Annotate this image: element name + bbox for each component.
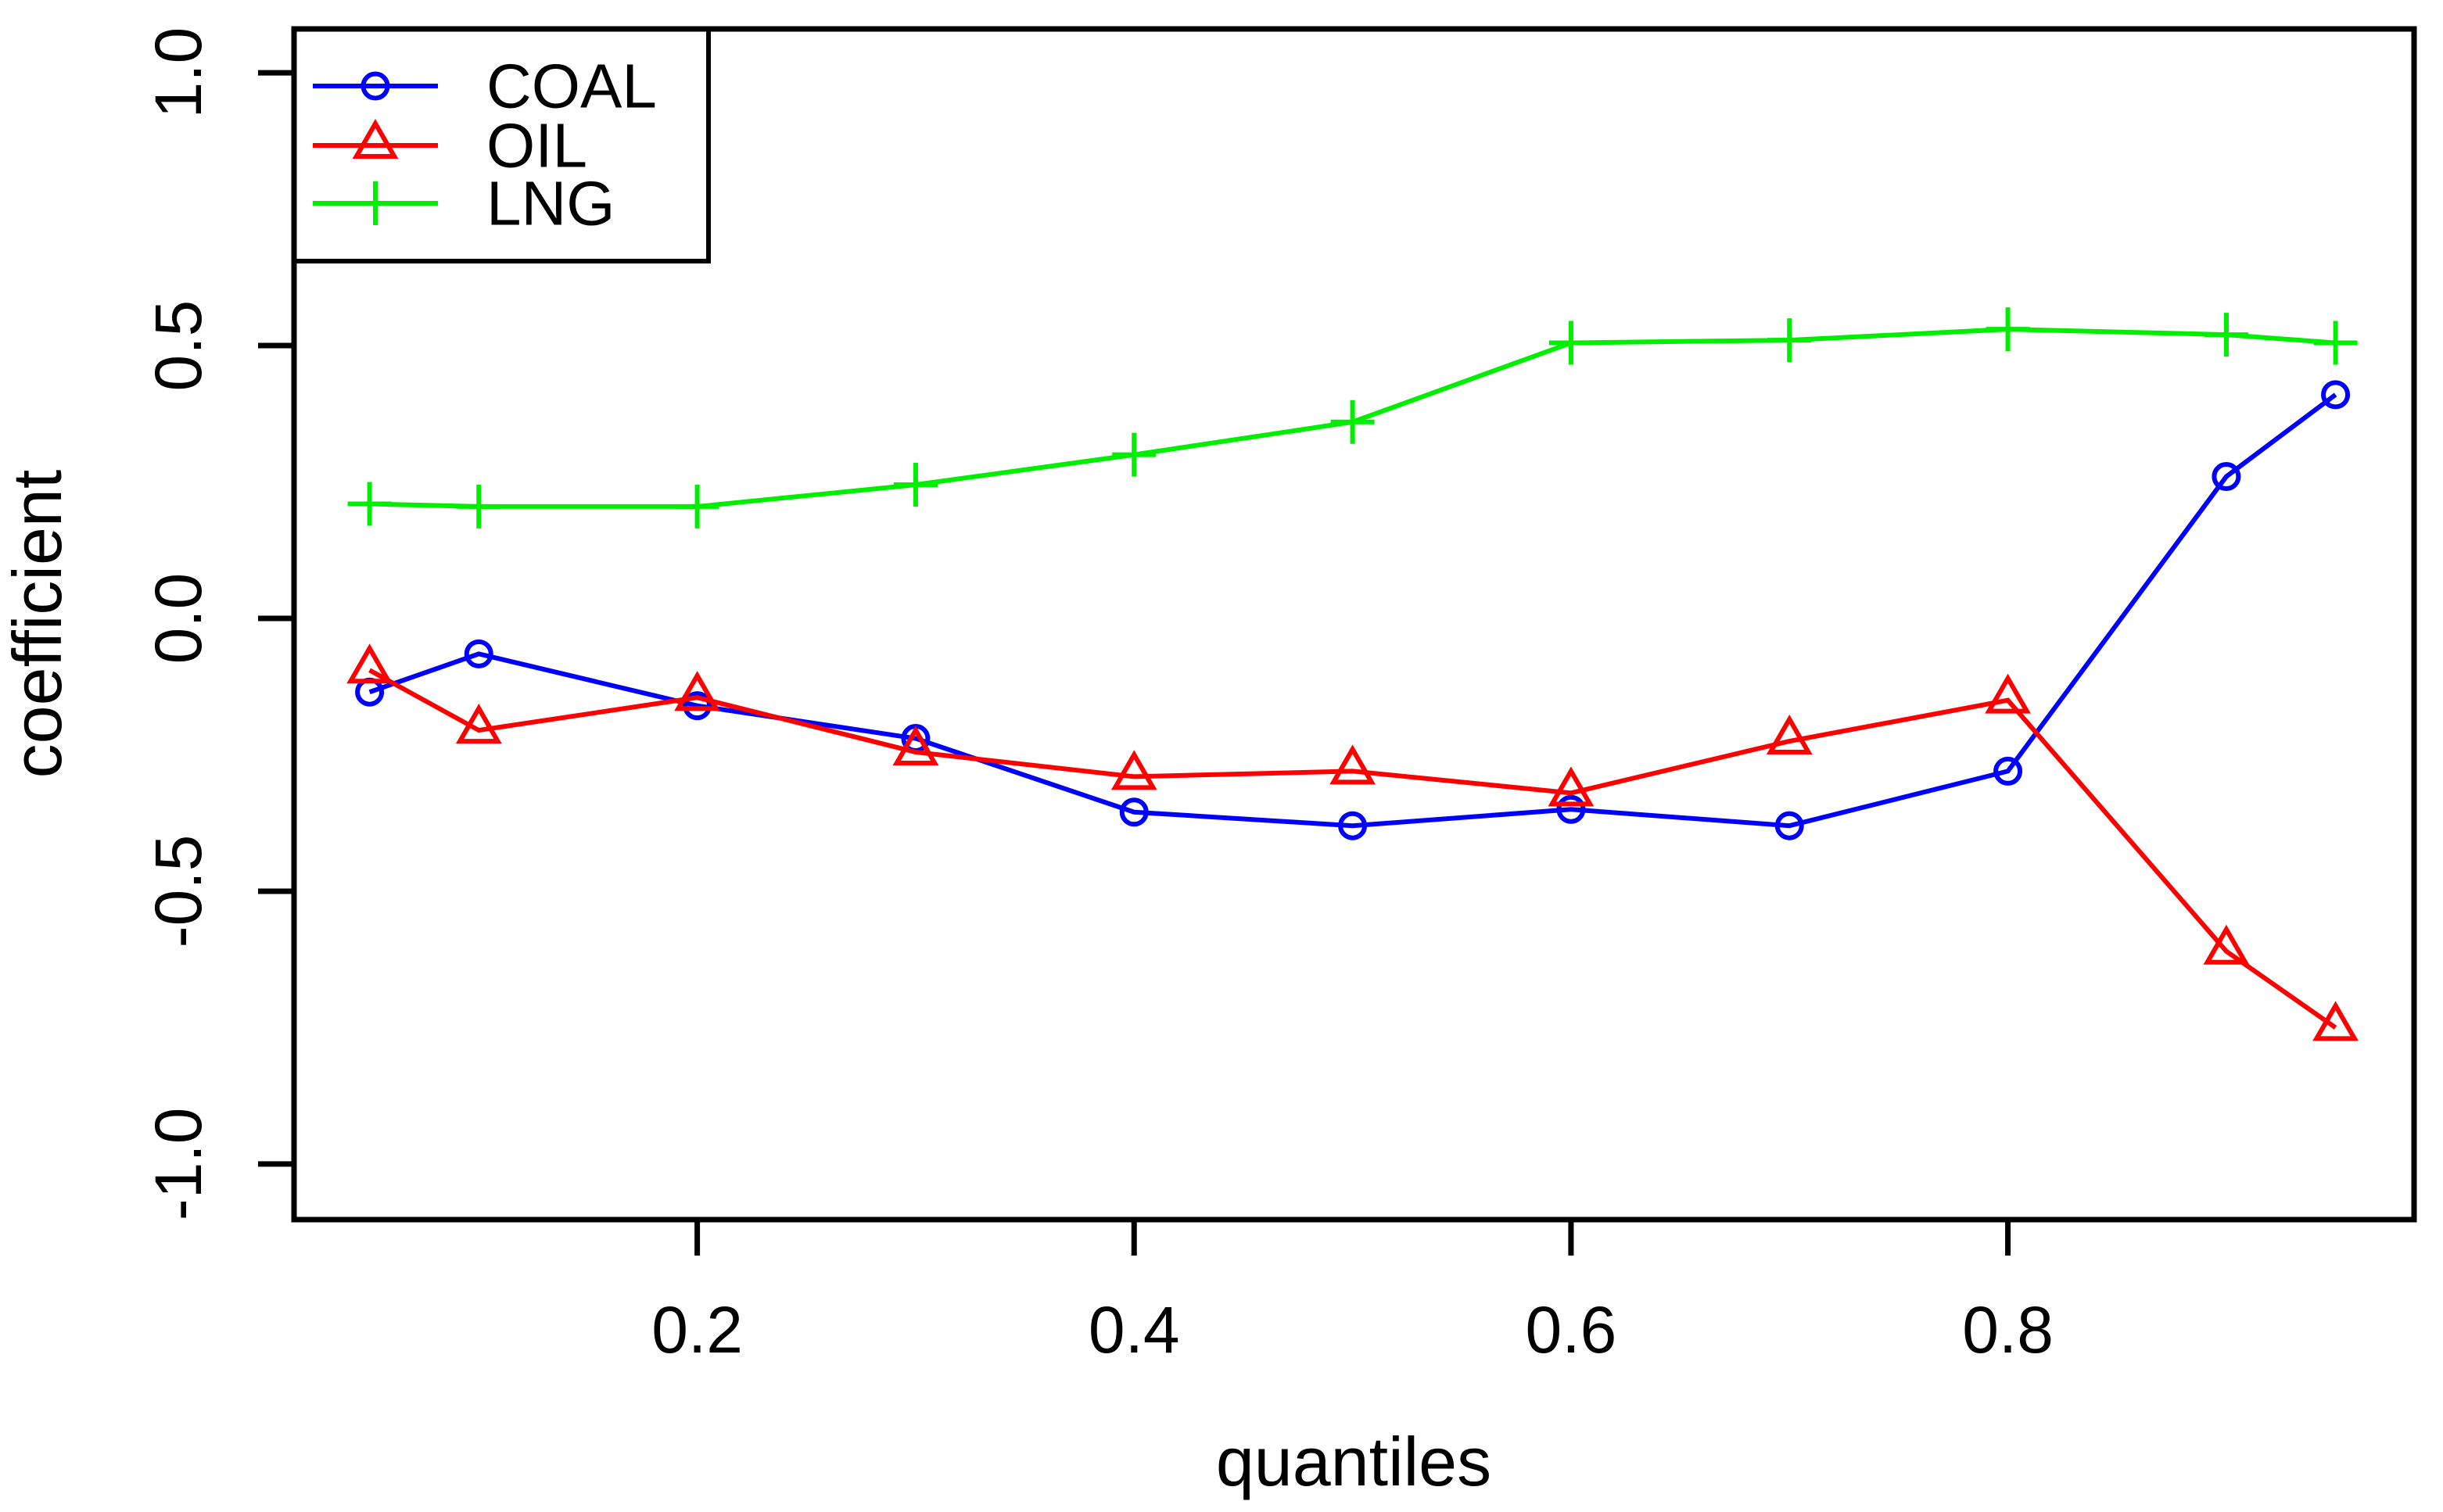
- data-series: [346, 307, 2359, 1041]
- data-point-triangle: [1329, 744, 1376, 785]
- data-point-triangle: [1548, 766, 1595, 807]
- data-point-triangle: [2203, 924, 2250, 965]
- legend-entry-coal: COAL: [313, 52, 657, 121]
- data-point-triangle: [1985, 673, 2031, 714]
- data-point-triangle: [674, 671, 720, 711]
- legend-label: OIL: [486, 111, 587, 181]
- x-tick-label: 0.4: [1089, 1293, 1180, 1367]
- data-point-circle: [1993, 756, 2023, 786]
- data-point-circle: [361, 71, 390, 101]
- data-point-triangle: [455, 704, 502, 744]
- y-tick-label: 0.5: [142, 300, 215, 392]
- data-point-triangle: [1110, 750, 1157, 790]
- legend-label: COAL: [486, 52, 657, 121]
- legend-label: LNG: [486, 169, 615, 238]
- data-point-circle: [1338, 811, 1368, 840]
- data-point-triangle: [352, 118, 399, 159]
- x-tick-label: 0.8: [1962, 1293, 2054, 1367]
- y-axis-title: coefficient: [0, 470, 76, 779]
- data-point-circle: [2321, 380, 2351, 410]
- series-coal: [355, 380, 2351, 840]
- data-point-triangle: [1766, 715, 1813, 755]
- data-point-circle: [464, 639, 493, 668]
- series-line: [368, 392, 2337, 829]
- x-tick-label: 0.2: [651, 1293, 743, 1367]
- data-point-circle: [1119, 797, 1149, 827]
- data-point-circle: [683, 691, 712, 721]
- y-tick-label: 0.0: [142, 573, 215, 665]
- x-tick-label: 0.6: [1526, 1293, 1617, 1367]
- data-point-triangle: [346, 643, 393, 684]
- series-line: [368, 668, 2337, 1030]
- legend-entry-oil: OIL: [313, 111, 587, 181]
- axes: 1.0 0.5 0.0 -0.5 -1.0 0.2 0.4 0.6 0.8: [142, 27, 2054, 1367]
- series-oil: [346, 643, 2359, 1041]
- data-point-circle: [1556, 794, 1586, 824]
- y-tick-label: -0.5: [142, 835, 215, 948]
- y-tick-label: -1.0: [142, 1108, 215, 1221]
- data-point-circle: [2212, 462, 2241, 492]
- data-point-circle: [1774, 811, 1804, 840]
- legend-border: [292, 27, 711, 263]
- plot-border: [291, 26, 2417, 1223]
- data-point-triangle: [892, 725, 939, 765]
- legend-entry-lng: LNG: [313, 169, 615, 238]
- x-axis-title: quantiles: [1216, 1423, 1491, 1500]
- data-point-triangle: [2312, 1001, 2359, 1041]
- y-tick-label: 1.0: [142, 27, 215, 119]
- series-lng: [347, 307, 2358, 528]
